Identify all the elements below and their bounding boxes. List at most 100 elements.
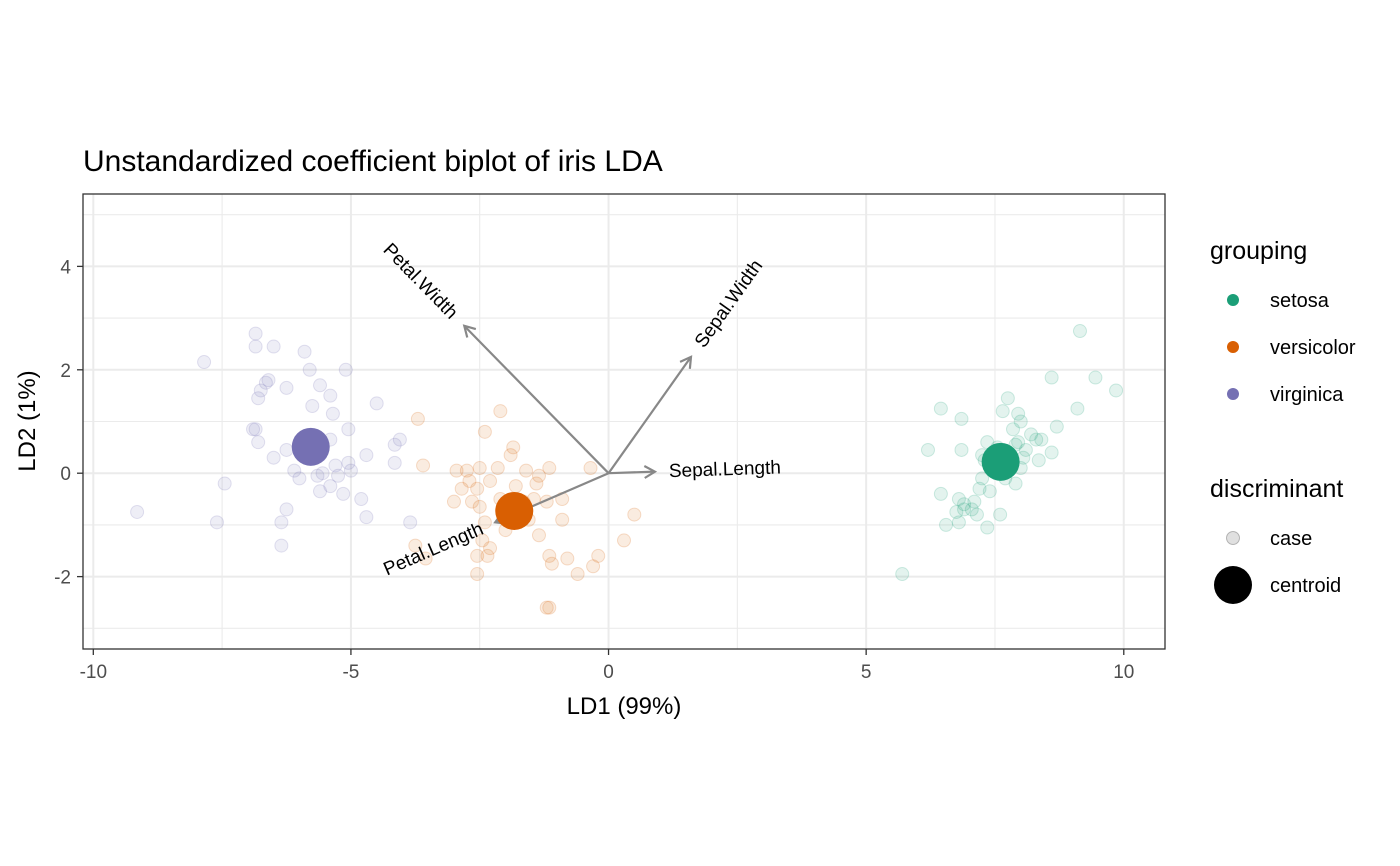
data-point-versicolor <box>586 559 601 574</box>
data-point-virginica <box>343 463 358 478</box>
data-point-setosa <box>964 502 979 517</box>
data-point-versicolor <box>454 481 469 496</box>
data-point-virginica <box>323 388 338 403</box>
plot-panel: Petal.Width Sepal.WidthSepal.LengthPetal.… <box>82 193 1166 650</box>
data-point-virginica <box>217 476 232 491</box>
data-point-versicolor <box>591 548 606 563</box>
data-point-setosa <box>975 471 990 486</box>
data-point-virginica <box>325 406 340 421</box>
data-point-setosa <box>1006 422 1021 437</box>
y-tick-label: 4 <box>60 257 71 278</box>
data-point-virginica <box>209 515 224 530</box>
data-point-versicolor <box>472 499 487 514</box>
data-point-versicolor <box>531 528 546 543</box>
data-point-setosa <box>1013 414 1028 429</box>
data-point-virginica <box>253 383 268 398</box>
data-point-versicolor <box>508 479 523 494</box>
data-point-virginica <box>130 504 145 519</box>
legend-label-case: case <box>1270 528 1312 550</box>
data-point-setosa <box>949 504 964 519</box>
legend-title-grouping: grouping <box>1210 237 1307 265</box>
data-point-virginica <box>338 362 353 377</box>
data-point-virginica <box>328 458 343 473</box>
legend-label-centroid: centroid <box>1270 575 1341 597</box>
data-point-setosa <box>951 515 966 530</box>
arrow-shaft <box>463 325 610 474</box>
data-point-versicolor <box>519 463 534 478</box>
legend-key-virginica <box>1227 388 1239 400</box>
legend-key-case <box>1226 531 1240 545</box>
data-point-virginica <box>359 510 374 525</box>
data-point-virginica <box>387 437 402 452</box>
data-point-virginica <box>248 339 263 354</box>
data-point-versicolor <box>477 515 492 530</box>
data-point-versicolor <box>475 533 490 548</box>
data-point-setosa <box>995 404 1010 419</box>
arrow-shaft <box>608 470 655 475</box>
data-point-setosa <box>920 442 935 457</box>
chart-title: Unstandardized coefficient biplot of iri… <box>83 145 663 178</box>
data-point-versicolor <box>449 463 464 478</box>
data-point-versicolor <box>410 411 425 426</box>
centroid-virginica <box>291 427 330 466</box>
data-point-setosa <box>969 507 984 522</box>
data-point-virginica <box>354 492 369 507</box>
data-point-versicolor <box>472 461 487 476</box>
data-point-virginica <box>369 396 384 411</box>
data-point-versicolor <box>503 448 518 463</box>
data-point-versicolor <box>542 600 557 615</box>
data-point-versicolor <box>617 533 631 548</box>
data-point-versicolor <box>490 461 505 476</box>
data-point-virginica <box>403 515 418 530</box>
data-point-versicolor <box>408 538 423 553</box>
data-point-versicolor <box>462 473 477 488</box>
data-point-virginica <box>248 422 263 437</box>
data-point-virginica <box>341 455 356 470</box>
arrow-label: Sepal.Length <box>669 457 782 482</box>
case-points <box>130 324 1124 615</box>
data-point-virginica <box>297 344 312 359</box>
data-point-setosa <box>967 494 982 509</box>
data-point-versicolor <box>529 476 544 491</box>
data-point-virginica <box>274 538 289 553</box>
data-point-virginica <box>261 373 276 388</box>
y-tick-label: 2 <box>60 361 71 382</box>
grid-major <box>83 194 1165 649</box>
data-point-setosa <box>957 502 972 517</box>
data-point-virginica <box>315 466 330 481</box>
arrow-shaft <box>607 356 692 474</box>
legend-key-centroid <box>1214 566 1252 604</box>
data-point-versicolor <box>506 440 521 455</box>
data-point-versicolor <box>560 551 575 566</box>
x-tick-label: -10 <box>80 662 107 683</box>
data-point-virginica <box>310 468 325 483</box>
arrow-head <box>679 355 693 369</box>
x-axis-title: LD1 (99%) <box>567 693 682 720</box>
legend-label-versicolor: versicolor <box>1270 337 1356 359</box>
centroid-setosa <box>981 442 1020 481</box>
data-point-setosa <box>1018 442 1033 457</box>
legend-key-versicolor <box>1227 341 1239 353</box>
data-point-setosa <box>1034 432 1049 447</box>
data-point-setosa <box>951 492 966 507</box>
legend-label-setosa: setosa <box>1270 290 1330 312</box>
data-point-virginica <box>266 450 281 465</box>
x-axis-ticks: -10 -5 0 5 10 <box>80 649 1134 683</box>
data-point-virginica <box>248 326 263 341</box>
data-point-setosa <box>1109 383 1124 398</box>
data-point-setosa <box>957 497 972 512</box>
grid-minor <box>83 194 1165 649</box>
data-point-virginica <box>323 479 338 494</box>
data-point-setosa <box>1049 419 1064 434</box>
data-point-setosa <box>1088 370 1103 385</box>
centroid-points <box>291 427 1020 530</box>
data-point-virginica <box>305 398 320 413</box>
data-point-virginica <box>341 422 356 437</box>
data-point-virginica <box>302 362 317 377</box>
data-point-virginica <box>197 355 212 370</box>
data-point-versicolor <box>418 551 433 566</box>
centroid-versicolor <box>495 491 534 530</box>
data-point-virginica <box>359 448 374 463</box>
data-point-virginica <box>392 432 407 447</box>
